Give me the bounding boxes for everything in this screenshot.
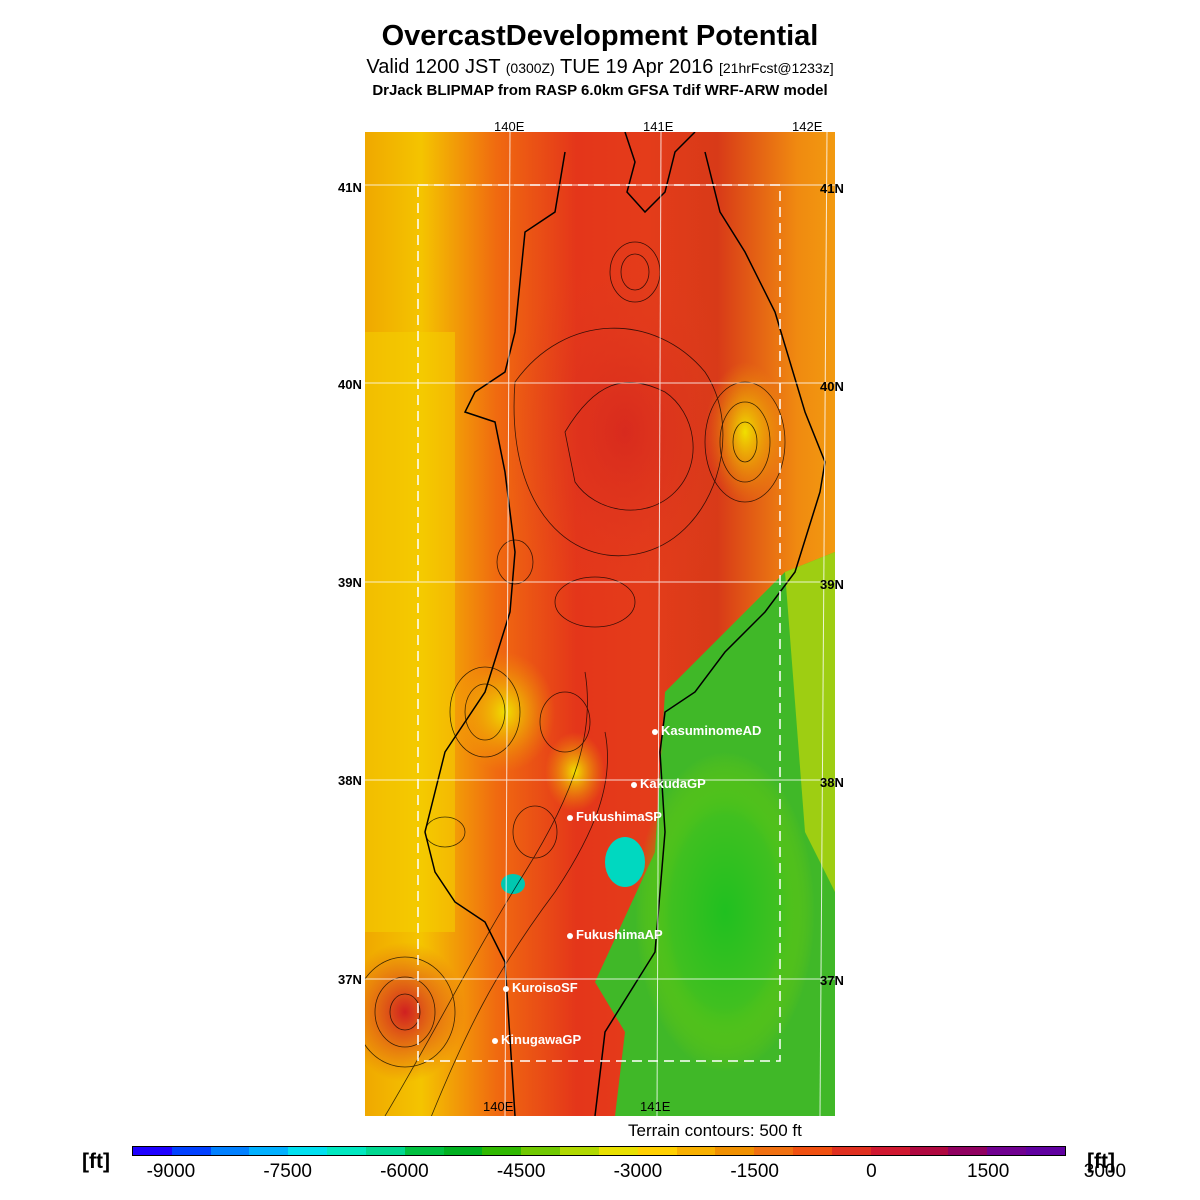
forecast-info: [21hrFcst@1233z] bbox=[718, 60, 834, 76]
lat-label-39n-right: 39N bbox=[820, 577, 844, 592]
station-marker bbox=[567, 814, 573, 821]
valid-time: Valid 1200 JST (0300Z) TUE 19 Apr 2016 [… bbox=[0, 56, 1200, 79]
colorbar-swatch bbox=[1026, 1147, 1065, 1155]
colorbar-swatch bbox=[288, 1147, 328, 1155]
lat-label-38n-right: 38N bbox=[820, 775, 844, 790]
colorbar-tick-label: -4500 bbox=[496, 1161, 546, 1182]
colorbar-swatch bbox=[560, 1147, 599, 1155]
station-kakudagp[interactable]: KakudaGP bbox=[631, 776, 706, 791]
lon-label-142e-top: 142E bbox=[792, 119, 823, 134]
station-marker bbox=[492, 1037, 498, 1044]
coastline-west bbox=[424, 151, 566, 1116]
colorbar-swatch bbox=[948, 1147, 988, 1155]
lat-label-40n: 40N bbox=[338, 377, 362, 392]
model-description: DrJack BLIPMAP from RASP 6.0km GFSA Tdif… bbox=[372, 82, 828, 99]
colorbar-tick-label: -6000 bbox=[380, 1161, 429, 1182]
colorbar-tick-label: -1500 bbox=[730, 1161, 779, 1182]
colorbar-tick-label: -9000 bbox=[146, 1161, 196, 1182]
station-kuroisosf[interactable]: KuroisoSF bbox=[503, 980, 578, 995]
lat-label-41n-right: 41N bbox=[820, 181, 844, 196]
colorbar-swatch bbox=[715, 1147, 755, 1155]
colorbar-swatch bbox=[210, 1147, 250, 1155]
station-kasuminomead[interactable]: KasuminomeAD bbox=[652, 723, 761, 738]
valid-prefix: Valid 1200 JST bbox=[366, 56, 501, 78]
terrain-contours bbox=[365, 241, 786, 1116]
yellow-band-west bbox=[365, 332, 455, 932]
colorbar-swatch bbox=[637, 1147, 677, 1155]
colorbar-swatch bbox=[404, 1147, 444, 1155]
colorbar-swatch bbox=[327, 1147, 366, 1155]
colorbar-swatch bbox=[793, 1147, 832, 1155]
colorbar-swatch bbox=[598, 1147, 638, 1155]
colorbar-swatch bbox=[831, 1147, 871, 1155]
colorbar-tick-label: -7500 bbox=[263, 1161, 312, 1182]
colorbar-swatch bbox=[870, 1147, 910, 1155]
colorbar-swatch bbox=[365, 1147, 405, 1155]
colorbar bbox=[132, 1146, 1066, 1156]
domain-box bbox=[417, 184, 781, 1062]
station-fukushimasp[interactable]: FukushimaSP bbox=[567, 809, 662, 824]
coastline-east bbox=[594, 132, 826, 1116]
station-marker bbox=[631, 781, 637, 788]
map-title: OvercastDevelopment Potential bbox=[381, 20, 819, 52]
lat-label-41n: 41N bbox=[338, 180, 362, 195]
lon-label-141e-bottom: 141E bbox=[640, 1099, 671, 1114]
colorbar-swatch bbox=[443, 1147, 483, 1155]
lon-label-141e-top: 141E bbox=[643, 119, 674, 134]
lon-label-140e-bottom: 140E bbox=[483, 1099, 514, 1114]
colorbar-unit-left: [ft] bbox=[82, 1150, 110, 1173]
colorbar-swatch bbox=[676, 1147, 716, 1155]
colorbar-swatch bbox=[521, 1147, 561, 1155]
lat-label-38n: 38N bbox=[338, 773, 362, 788]
colorbar-tick-label: 3000 bbox=[1083, 1161, 1127, 1182]
map-area bbox=[365, 132, 835, 1116]
colorbar-tick-label: 1500 bbox=[967, 1161, 1010, 1182]
colorbar-unit-right: [ft] bbox=[1087, 1150, 1115, 1173]
station-marker bbox=[652, 728, 658, 735]
valid-zulu: (0300Z) bbox=[505, 60, 555, 76]
station-fukushimaap[interactable]: FukushimaAP bbox=[567, 927, 663, 942]
lat-label-37n-right: 37N bbox=[820, 973, 844, 988]
lon-label-140e-top: 140E bbox=[494, 119, 525, 134]
colorbar-tick-label: 0 bbox=[866, 1161, 877, 1182]
lat-label-40n-right: 40N bbox=[820, 379, 844, 394]
lat-label-37n: 37N bbox=[338, 972, 362, 987]
terrain-note: Terrain contours: 500 ft bbox=[628, 1121, 802, 1140]
valid-date: TUE 19 Apr 2016 bbox=[559, 56, 714, 78]
colorbar-swatch bbox=[987, 1147, 1027, 1155]
cyan-spot bbox=[605, 837, 645, 887]
lat-label-39n: 39N bbox=[338, 575, 362, 590]
colorbar-swatch bbox=[754, 1147, 794, 1155]
map-field bbox=[365, 132, 835, 1116]
colorbar-swatch bbox=[909, 1147, 949, 1155]
colorbar-tick-label: -3000 bbox=[613, 1161, 663, 1182]
colorbar-swatch bbox=[482, 1147, 522, 1155]
station-marker bbox=[503, 985, 509, 992]
station-kinugawagp[interactable]: KinugawaGP bbox=[492, 1032, 581, 1047]
colorbar-swatch bbox=[249, 1147, 289, 1155]
colorbar-swatch bbox=[171, 1147, 211, 1155]
station-marker bbox=[567, 932, 573, 939]
colorbar-swatch bbox=[133, 1147, 172, 1155]
